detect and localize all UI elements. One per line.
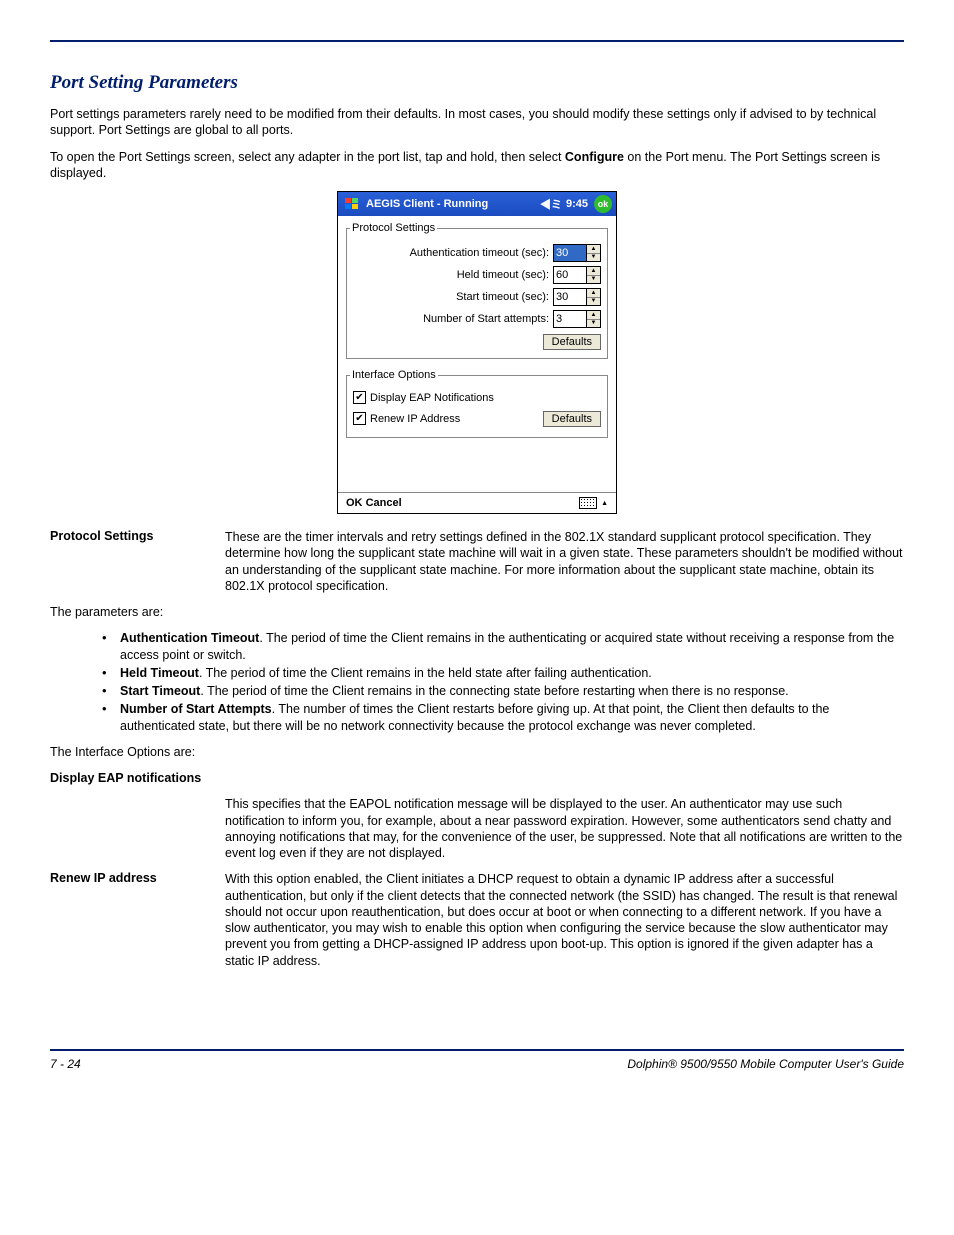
auth-spin-buttons: ▲ ▼ bbox=[587, 244, 601, 262]
held-spin-up[interactable]: ▲ bbox=[587, 267, 600, 276]
param-held-term: Held Timeout bbox=[120, 666, 199, 680]
start-spin-buttons: ▲ ▼ bbox=[587, 288, 601, 306]
intro-paragraph-1: Port settings parameters rarely need to … bbox=[50, 106, 904, 139]
renew-row: ✔ Renew IP Address Defaults bbox=[353, 408, 601, 429]
held-spin-buttons: ▲ ▼ bbox=[587, 266, 601, 284]
start-timeout-label: Start timeout (sec): bbox=[353, 291, 549, 303]
param-auth: Authentication Timeout. The period of ti… bbox=[120, 630, 904, 663]
param-auth-term: Authentication Timeout bbox=[120, 631, 259, 645]
interface-defaults-button[interactable]: Defaults bbox=[543, 411, 601, 427]
window-titlebar: AEGIS Client - Running ◀ミ 9:45 ok bbox=[338, 192, 616, 216]
window-body: Protocol Settings Authentication timeout… bbox=[338, 216, 616, 492]
attempts-spin-down[interactable]: ▼ bbox=[587, 320, 600, 328]
document-page: Port Setting Parameters Port settings pa… bbox=[0, 0, 954, 1111]
eap-checkbox-row: ✔ Display EAP Notifications bbox=[353, 391, 601, 404]
start-timeout-row: Start timeout (sec): ▲ ▼ bbox=[353, 288, 601, 306]
param-num: Number of Start Attempts. The number of … bbox=[120, 701, 904, 734]
param-start-term: Start Timeout bbox=[120, 684, 200, 698]
section-heading: Port Setting Parameters bbox=[50, 72, 904, 94]
start-spin-up[interactable]: ▲ bbox=[587, 289, 600, 298]
sound-icon[interactable]: ◀ミ bbox=[540, 196, 562, 212]
protocol-legend: Protocol Settings bbox=[350, 222, 437, 234]
top-rule bbox=[50, 40, 904, 42]
attempts-input[interactable] bbox=[553, 310, 587, 328]
protocol-settings-def: Protocol Settings These are the timer in… bbox=[50, 529, 904, 594]
protocol-defaults-row: Defaults bbox=[353, 334, 601, 350]
held-timeout-spinner: ▲ ▼ bbox=[553, 266, 601, 284]
attempts-spin-buttons: ▲ ▼ bbox=[587, 310, 601, 328]
eap-def-block: This specifies that the EAPOL notificati… bbox=[50, 796, 904, 861]
renew-checkbox-label: Renew IP Address bbox=[370, 413, 460, 425]
auth-spin-down[interactable]: ▼ bbox=[587, 254, 600, 262]
renew-checkbox-row: ✔ Renew IP Address bbox=[353, 412, 460, 425]
keyboard-icon bbox=[579, 497, 597, 509]
eap-checkbox-label: Display EAP Notifications bbox=[370, 392, 494, 404]
page-footer: 7 - 24 Dolphin® 9500/9550 Mobile Compute… bbox=[50, 1049, 904, 1071]
attempts-spin-up[interactable]: ▲ bbox=[587, 311, 600, 320]
window-bottombar: OK Cancel ▲ bbox=[338, 492, 616, 513]
auth-timeout-label: Authentication timeout (sec): bbox=[353, 247, 549, 259]
attempts-spinner: ▲ ▼ bbox=[553, 310, 601, 328]
params-intro: The parameters are: bbox=[50, 604, 904, 620]
auth-timeout-row: Authentication timeout (sec): ▲ ▼ bbox=[353, 244, 601, 262]
eap-term-spacer bbox=[50, 796, 215, 861]
param-start: Start Timeout. The period of time the Cl… bbox=[120, 683, 904, 699]
auth-timeout-input[interactable] bbox=[553, 244, 587, 262]
keyboard-toggle[interactable]: ▲ bbox=[579, 497, 608, 509]
intro-bold: Configure bbox=[565, 150, 624, 164]
start-spin-down[interactable]: ▼ bbox=[587, 298, 600, 306]
param-num-term: Number of Start Attempts bbox=[120, 702, 272, 716]
param-held-def: . The period of time the Client remains … bbox=[199, 666, 652, 680]
intro-text-a: To open the Port Settings screen, select… bbox=[50, 150, 565, 164]
bottom-buttons: OK Cancel bbox=[346, 497, 402, 509]
interface-intro: The Interface Options are: bbox=[50, 744, 904, 760]
start-timeout-spinner: ▲ ▼ bbox=[553, 288, 601, 306]
auth-spin-up[interactable]: ▲ bbox=[587, 245, 600, 254]
renew-def-block: Renew IP address With this option enable… bbox=[50, 871, 904, 969]
protocol-term: Protocol Settings bbox=[50, 529, 215, 594]
bottom-ok-button[interactable]: OK bbox=[346, 497, 363, 509]
titlebar-ok-button[interactable]: ok bbox=[594, 195, 612, 213]
windows-flag-icon[interactable] bbox=[342, 196, 362, 212]
footer-doc-title: Dolphin® 9500/9550 Mobile Computer User'… bbox=[627, 1057, 904, 1071]
params-list: Authentication Timeout . The period of ti… bbox=[50, 630, 904, 734]
auth-timeout-spinner: ▲ ▼ bbox=[553, 244, 601, 262]
attempts-row: Number of Start attempts: ▲ ▼ bbox=[353, 310, 601, 328]
held-timeout-input[interactable] bbox=[553, 266, 587, 284]
aegis-client-window: AEGIS Client - Running ◀ミ 9:45 ok Protoc… bbox=[337, 191, 617, 514]
footer-page-number: 7 - 24 bbox=[50, 1057, 81, 1071]
renew-checkbox[interactable]: ✔ bbox=[353, 412, 366, 425]
protocol-defaults-button[interactable]: Defaults bbox=[543, 334, 601, 350]
keyboard-arrow-icon: ▲ bbox=[601, 500, 608, 507]
clock-time: 9:45 bbox=[566, 198, 588, 210]
protocol-def: These are the timer intervals and retry … bbox=[225, 529, 904, 594]
held-spin-down[interactable]: ▼ bbox=[587, 276, 600, 284]
param-start-def: . The period of time the Client remains … bbox=[200, 684, 788, 698]
interface-legend: Interface Options bbox=[350, 369, 438, 381]
eap-def: This specifies that the EAPOL notificati… bbox=[225, 796, 904, 861]
renew-def: With this option enabled, the Client ini… bbox=[225, 871, 904, 969]
attempts-label: Number of Start attempts: bbox=[353, 313, 549, 325]
screenshot-container: AEGIS Client - Running ◀ミ 9:45 ok Protoc… bbox=[50, 191, 904, 514]
renew-term: Renew IP address bbox=[50, 871, 215, 969]
held-timeout-label: Held timeout (sec): bbox=[353, 269, 549, 281]
window-title: AEGIS Client - Running bbox=[366, 198, 536, 210]
eap-term: Display EAP notifications bbox=[50, 771, 201, 785]
eap-checkbox[interactable]: ✔ bbox=[353, 391, 366, 404]
protocol-settings-group: Protocol Settings Authentication timeout… bbox=[346, 222, 608, 359]
param-held: Held Timeout. The period of time the Cli… bbox=[120, 665, 904, 681]
held-timeout-row: Held timeout (sec): ▲ ▼ bbox=[353, 266, 601, 284]
eap-term-heading: Display EAP notifications bbox=[50, 770, 904, 786]
bottom-cancel-button[interactable]: Cancel bbox=[366, 497, 402, 509]
interface-options-group: Interface Options ✔ Display EAP Notifica… bbox=[346, 369, 608, 438]
start-timeout-input[interactable] bbox=[553, 288, 587, 306]
intro-paragraph-2: To open the Port Settings screen, select… bbox=[50, 149, 904, 182]
